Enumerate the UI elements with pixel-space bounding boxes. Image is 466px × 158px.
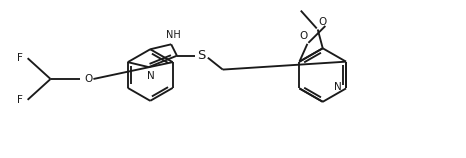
Text: F: F [17, 53, 22, 63]
Text: O: O [299, 31, 308, 41]
Text: F: F [17, 95, 22, 105]
Text: O: O [84, 74, 93, 84]
Text: N: N [334, 82, 342, 92]
Text: S: S [197, 49, 205, 62]
Text: O: O [319, 16, 327, 27]
Text: N: N [147, 71, 155, 81]
Text: NH: NH [166, 30, 180, 40]
